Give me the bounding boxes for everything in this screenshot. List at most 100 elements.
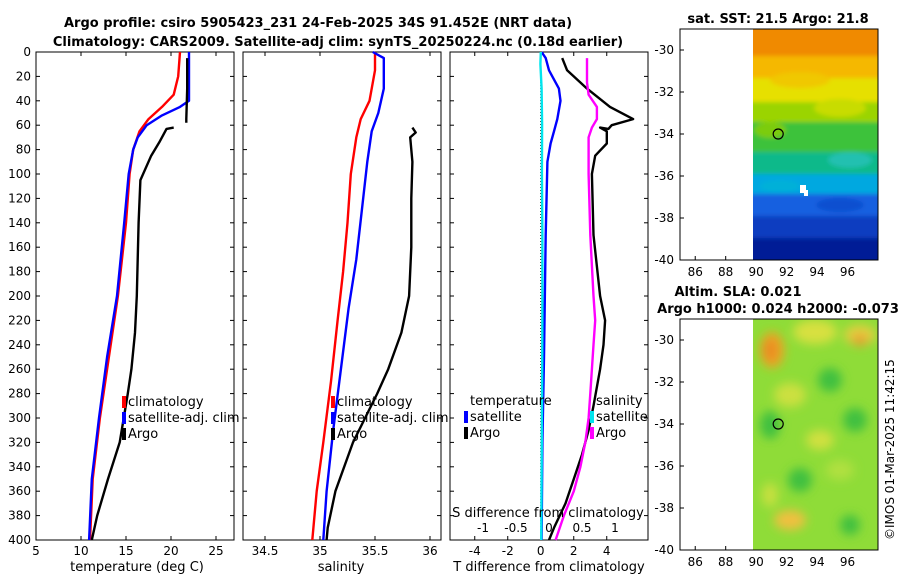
x-top-tick-label: 1 [611, 521, 619, 535]
y-tick-label: 200 [8, 289, 31, 303]
series-line-argo [90, 126, 174, 541]
tick-layer: 0204060801001201401601802002202402602803… [8, 43, 878, 569]
x-tick-label: -4 [469, 544, 481, 558]
sla-argo-marker [772, 418, 784, 430]
x-tick-label: 2 [570, 544, 578, 558]
x-tick-label: 35 [312, 544, 327, 558]
sla-map-title-2: Argo h1000: 0.024 h2000: -0.073 [657, 302, 899, 317]
legend-swatch-argo [122, 428, 126, 440]
legend-swatch-satellite [331, 412, 335, 424]
map-x-tick-label: 86 [688, 265, 703, 279]
series-line-t-satellite [540, 51, 562, 541]
legend-swatch-t-argo [464, 427, 468, 439]
legend-label-climatology: climatology [337, 395, 413, 410]
map-x-tick-label: 90 [749, 555, 764, 569]
y-tick-label: 20 [16, 69, 31, 83]
title-line1: Argo profile: csiro 5905423_231 24-Feb-2… [64, 16, 572, 31]
salinity-xlabel: salinity [318, 560, 365, 575]
y-tick-label: 300 [8, 411, 31, 425]
map-x-tick-label: 96 [840, 265, 855, 279]
sdiff-xlabel: S difference from climatology [452, 506, 644, 521]
x-top-tick-label: 0.5 [572, 521, 591, 535]
series-line-climatology [311, 52, 377, 541]
series-line-satellite-adj-clim [322, 50, 385, 541]
y-tick-label: 140 [8, 216, 31, 230]
map-x-tick-label: 86 [688, 555, 703, 569]
sst-map [679, 28, 879, 261]
x-tick-label: 25 [208, 544, 223, 558]
legend-title-temperature: temperature [470, 394, 552, 409]
x-tick-label: 0 [537, 544, 545, 558]
temperature-xlabel: temperature (deg C) [70, 560, 204, 575]
legend-swatch-satellite [122, 412, 126, 424]
legend-label-s-argo: Argo [596, 426, 626, 441]
y-tick-label: 60 [16, 118, 31, 132]
series-line-s-argo [554, 58, 599, 541]
salinity-legend: climatology satellite-adj. clim Argo [331, 395, 449, 442]
map-y-tick-label: -40 [654, 253, 674, 267]
y-tick-label: 320 [8, 435, 31, 449]
legend-swatch-climatology [331, 396, 335, 408]
x-top-tick-label: -1 [477, 521, 489, 535]
legend-label-s-satellite: satellite [596, 410, 648, 425]
legend-swatch-s-satellite [590, 411, 594, 423]
legend-label-t-argo: Argo [470, 426, 500, 441]
sla-map-frame [679, 318, 879, 551]
x-tick-label: 5 [32, 544, 40, 558]
series-line-s-satellite [539, 51, 544, 541]
title-line2: Climatology: CARS2009. Satellite-adj cli… [53, 35, 623, 50]
legend-label-satellite: satellite-adj. clim [337, 411, 449, 426]
legend-label-argo: Argo [337, 427, 367, 442]
salinity-axes [242, 51, 442, 541]
sst-map-frame [679, 28, 879, 261]
y-tick-label: 360 [8, 484, 31, 498]
y-tick-label: 240 [8, 338, 31, 352]
difference-axes [449, 51, 649, 541]
sst-map-title: sat. SST: 21.5 Argo: 21.8 [687, 12, 868, 27]
map-y-tick-label: -38 [654, 501, 674, 515]
x-tick-label: 35.5 [362, 544, 389, 558]
legend-label-argo: Argo [128, 427, 158, 442]
map-x-tick-label: 90 [749, 265, 764, 279]
legend-swatch-t-satellite [464, 411, 468, 423]
y-tick-label: 120 [8, 191, 31, 205]
y-tick-label: 0 [23, 45, 31, 59]
y-tick-label: 160 [8, 240, 31, 254]
tdiff-xlabel: T difference from climatology [452, 560, 645, 575]
map-x-tick-label: 94 [809, 555, 824, 569]
legend-label-satellite: satellite-adj. clim [128, 411, 240, 426]
y-tick-label: 100 [8, 167, 31, 181]
map-y-tick-label: -34 [654, 417, 674, 431]
x-top-tick-label: 0 [545, 521, 553, 535]
map-y-tick-label: -34 [654, 127, 674, 141]
sst-argo-marker [772, 128, 784, 140]
series-line-satellite-adj-clim [87, 52, 191, 541]
imos-watermark: ©IMOS 01-Mar-2025 11:42:15 [883, 359, 897, 540]
map-x-tick-label: 92 [779, 265, 794, 279]
series-line-argo [185, 58, 189, 123]
y-tick-label: 40 [16, 94, 31, 108]
map-y-tick-label: -30 [654, 43, 674, 57]
x-tick-label: 15 [118, 544, 133, 558]
legend-title-salinity: salinity [596, 394, 643, 409]
temperature-legend: climatology satellite-adj. clim Argo [122, 395, 240, 442]
map-y-tick-label: -30 [654, 333, 674, 347]
series-line-climatology [88, 51, 182, 541]
map-y-tick-label: -36 [654, 169, 674, 183]
x-tick-label: 34.5 [252, 544, 279, 558]
sla-map [679, 318, 879, 551]
map-y-tick-label: -32 [654, 85, 674, 99]
map-x-tick-label: 92 [779, 555, 794, 569]
legend-swatch-s-argo [590, 427, 594, 439]
x-tick-label: 10 [73, 544, 88, 558]
profile-lines [87, 50, 635, 541]
map-x-tick-label: 88 [718, 265, 733, 279]
y-tick-label: 180 [8, 265, 31, 279]
map-x-tick-label: 96 [840, 555, 855, 569]
legend-label-t-satellite: satellite [470, 410, 522, 425]
y-tick-label: 340 [8, 460, 31, 474]
x-top-tick-label: -0.5 [504, 521, 527, 535]
map-y-tick-label: -38 [654, 211, 674, 225]
map-x-tick-label: 88 [718, 555, 733, 569]
y-tick-label: 220 [8, 313, 31, 327]
